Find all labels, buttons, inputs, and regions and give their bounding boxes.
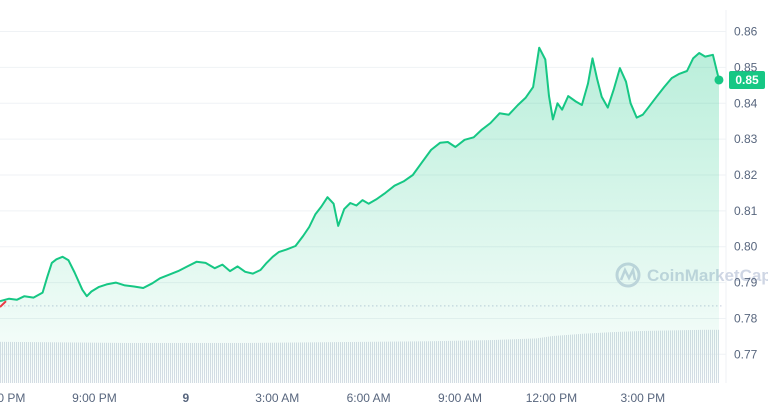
x-tick-label: 12:00 PM <box>526 391 577 405</box>
x-tick-label: 6:00 PM <box>0 391 25 405</box>
x-tick-label: 3:00 AM <box>255 391 299 405</box>
price-line-start-segment <box>0 300 7 308</box>
x-tick-label: 3:00 PM <box>620 391 665 405</box>
x-tick-label: 9 <box>182 391 189 405</box>
y-tick-label: 0.86 <box>734 25 758 39</box>
y-tick-label: 0.79 <box>734 276 758 290</box>
x-tick-label: 6:00 AM <box>347 391 391 405</box>
current-price-badge: 0.85 <box>729 70 765 89</box>
y-tick-label: 0.85 <box>734 60 758 74</box>
y-tick-label: 0.80 <box>734 240 758 254</box>
y-tick-label: 0.84 <box>734 96 758 110</box>
x-axis: 6:00 PM 9:00 PM 9 3:00 AM 6:00 AM 9:00 AM 12:0… <box>0 391 665 405</box>
current-price-dot <box>714 75 724 85</box>
current-price-label: 0.85 <box>735 73 759 87</box>
price-line <box>0 46 720 303</box>
y-tick-label: 0.77 <box>734 347 758 361</box>
price-area <box>0 47 719 383</box>
y-tick-label: 0.83 <box>734 132 758 146</box>
y-tick-label: 0.82 <box>734 168 758 182</box>
y-tick-label: 0.78 <box>734 311 758 325</box>
x-tick-label: 9:00 AM <box>438 391 482 405</box>
y-tick-label: 0.81 <box>734 204 758 218</box>
x-tick-label: 9:00 PM <box>72 391 117 405</box>
y-axis: 0.86 0.85 0.84 0.83 0.82 0.81 0.80 0.79 0.78 0.77 <box>734 25 758 362</box>
